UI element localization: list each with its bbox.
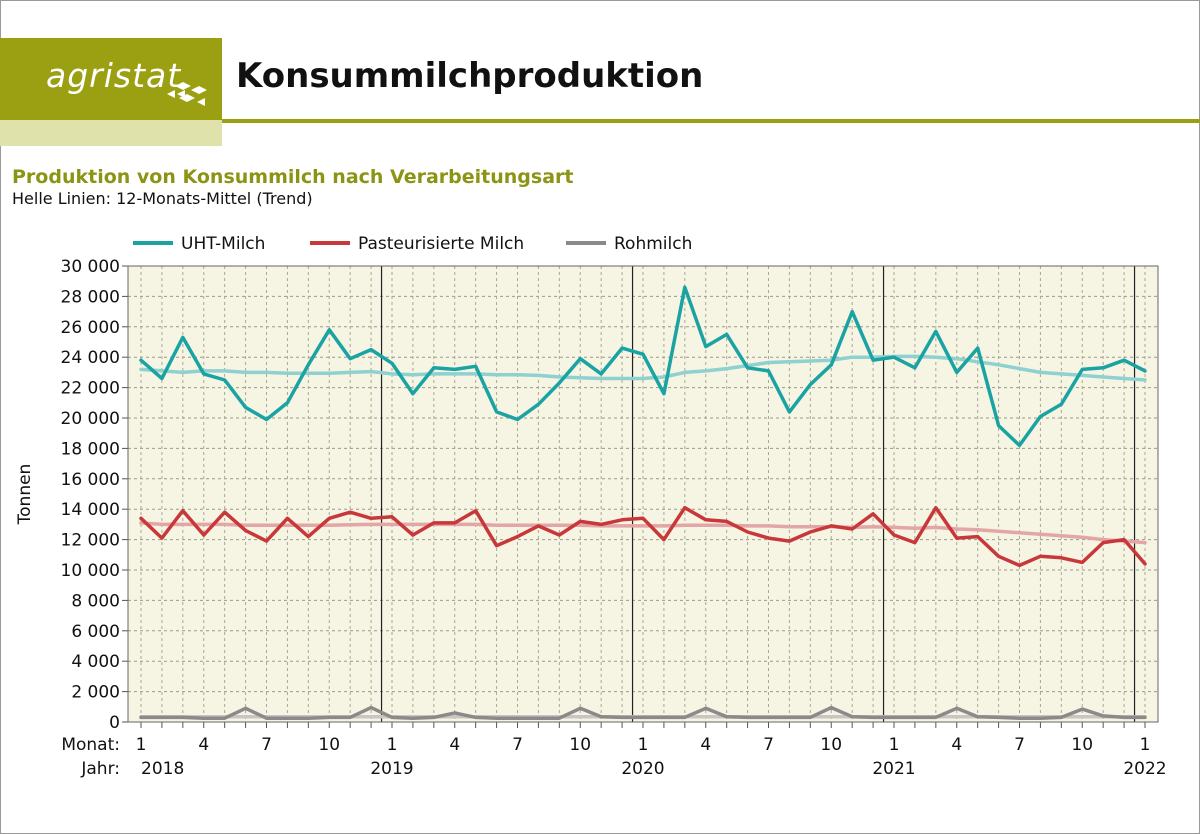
- x-tick-label: 10: [318, 735, 340, 755]
- legend-label: Pasteurisierte Milch: [358, 234, 524, 254]
- series-line-uht-milch: [139, 285, 1147, 448]
- y-tick-label: 8 000: [71, 591, 120, 611]
- x-tick-label: 10: [1071, 735, 1093, 755]
- y-tick-label: 14 000: [61, 500, 120, 520]
- chart-title: Produktion von Konsummilch nach Verarbei…: [12, 166, 574, 188]
- logo-strip: [0, 120, 222, 146]
- y-tick-label: 18 000: [61, 439, 120, 459]
- year-label: 2018: [141, 759, 184, 779]
- x-tick-label: 7: [261, 735, 272, 755]
- series-line-rohmilch: [139, 705, 1147, 720]
- year-label: 2021: [872, 759, 915, 779]
- legend-label: UHT-Milch: [181, 234, 265, 254]
- y-axis-label: Tonnen: [15, 464, 35, 526]
- y-tick-label: 12 000: [61, 531, 120, 551]
- year-label: 2022: [1123, 759, 1166, 779]
- y-tick-label: 28 000: [61, 287, 120, 307]
- y-tick-label: 20 000: [61, 409, 120, 429]
- logo-block: [0, 38, 222, 120]
- y-tick-label: 22 000: [61, 379, 120, 399]
- plot-border: [127, 265, 1159, 723]
- series-line-pasteurisierte-milch-trend: [139, 521, 1147, 545]
- page-title: Konsummilchproduktion: [236, 56, 704, 96]
- x-tick-label: 10: [569, 735, 591, 755]
- x-tick-label: 7: [1014, 735, 1025, 755]
- y-tick-label: 16 000: [61, 470, 120, 490]
- x-axis-month-prefix: Monat:: [61, 735, 120, 755]
- y-tick-label: 6 000: [71, 622, 120, 642]
- x-tick-label: 10: [820, 735, 842, 755]
- series-line-pasteurisierte-milch: [139, 505, 1147, 568]
- y-tick-label: 26 000: [61, 318, 120, 338]
- chart-subtitle: Helle Linien: 12-Monats-Mittel (Trend): [12, 189, 313, 208]
- x-tick-label: 1: [136, 735, 147, 755]
- x-axis-year-prefix: Jahr:: [80, 759, 120, 779]
- year-label: 2019: [370, 759, 413, 779]
- x-tick-label: 4: [449, 735, 460, 755]
- series-line-uht-milch-trend: [139, 354, 1147, 382]
- agristat-logo-mark-icon: [167, 82, 207, 106]
- x-tick-label: 1: [889, 735, 900, 755]
- x-tick-label: 4: [700, 735, 711, 755]
- x-tick-label: 1: [1140, 735, 1151, 755]
- x-tick-label: 7: [763, 735, 774, 755]
- y-tick-label: 10 000: [61, 561, 120, 581]
- legend-label: Rohmilch: [614, 234, 692, 254]
- x-tick-label: 7: [512, 735, 523, 755]
- x-tick-label: 4: [951, 735, 962, 755]
- agristat-logo-text: agristat: [46, 56, 182, 95]
- y-tick-label: 0: [109, 713, 120, 733]
- year-label: 2020: [621, 759, 664, 779]
- y-tick-label: 30 000: [61, 257, 120, 277]
- y-tick-label: 2 000: [71, 683, 120, 703]
- y-tick-label: 24 000: [61, 348, 120, 368]
- x-tick-label: 1: [387, 735, 398, 755]
- header-rule: [222, 119, 1200, 123]
- y-tick-label: 4 000: [71, 652, 120, 672]
- x-tick-label: 1: [638, 735, 649, 755]
- x-tick-label: 4: [198, 735, 209, 755]
